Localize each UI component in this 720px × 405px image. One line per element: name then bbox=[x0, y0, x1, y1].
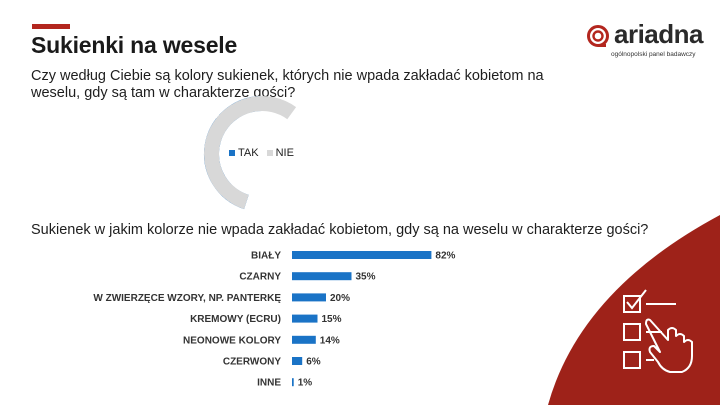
bar bbox=[292, 272, 352, 281]
logo-tagline: ogólnopolski panel badawczy bbox=[611, 51, 696, 58]
bar-question: Sukienek w jakim kolorze nie wpada zakła… bbox=[31, 222, 649, 238]
bar-value-label: 1% bbox=[298, 378, 313, 389]
legend-label-nie: NIE bbox=[275, 147, 294, 159]
bar-value-label: 15% bbox=[322, 314, 342, 325]
donut-value-label-tak: 45% bbox=[204, 113, 224, 124]
bar-value-label: 6% bbox=[306, 357, 321, 368]
bar-value-label: 35% bbox=[356, 272, 376, 283]
donut-legend: TAK NIE bbox=[229, 147, 294, 159]
page-title: Sukienki na wesele bbox=[31, 32, 238, 58]
bar bbox=[292, 378, 294, 387]
donut-question: Czy według Ciebie są kolory sukienek, kt… bbox=[31, 68, 544, 101]
donut-slice-nie bbox=[204, 96, 297, 210]
bar-category-label: BIAŁY bbox=[251, 251, 281, 262]
legend-swatch-nie bbox=[266, 150, 273, 156]
legend-label-tak: TAK bbox=[238, 147, 259, 159]
title-accent-bar bbox=[32, 24, 70, 29]
bar bbox=[292, 293, 326, 302]
legend-item-nie: NIE bbox=[266, 147, 294, 159]
bar-category-label: CZERWONY bbox=[223, 357, 281, 368]
ariadna-logo: ariadna ogólnopolski panel badawczy bbox=[586, 19, 706, 62]
bar-value-label: 82% bbox=[435, 251, 455, 262]
bar-category-label: INNE bbox=[257, 378, 281, 389]
bar bbox=[292, 357, 303, 365]
logo-wordmark: ariadna bbox=[614, 19, 704, 49]
bar-category-label: KREMOWY (ECRU) bbox=[190, 314, 281, 325]
pointing-hand-icon bbox=[645, 318, 693, 373]
bar-category-label: NEONOWE KOLORY bbox=[183, 335, 281, 346]
bar-value-label: 14% bbox=[320, 335, 340, 346]
bar bbox=[292, 314, 318, 323]
bar-category-label: W ZWIERZĘCE WZORY, NP. PANTERKĘ bbox=[93, 293, 281, 304]
bar bbox=[292, 251, 432, 259]
donut-value-label-nie: 55% bbox=[285, 183, 305, 194]
bar-category-label: CZARNY bbox=[239, 272, 281, 283]
bar bbox=[292, 335, 316, 344]
checklist-icon bbox=[623, 289, 676, 369]
bar-value-label: 20% bbox=[330, 293, 350, 304]
corner-red-shape bbox=[548, 215, 720, 405]
ariadna-logo-icon bbox=[587, 25, 609, 47]
legend-swatch-tak bbox=[229, 150, 235, 156]
legend-item-tak: TAK bbox=[229, 147, 259, 159]
